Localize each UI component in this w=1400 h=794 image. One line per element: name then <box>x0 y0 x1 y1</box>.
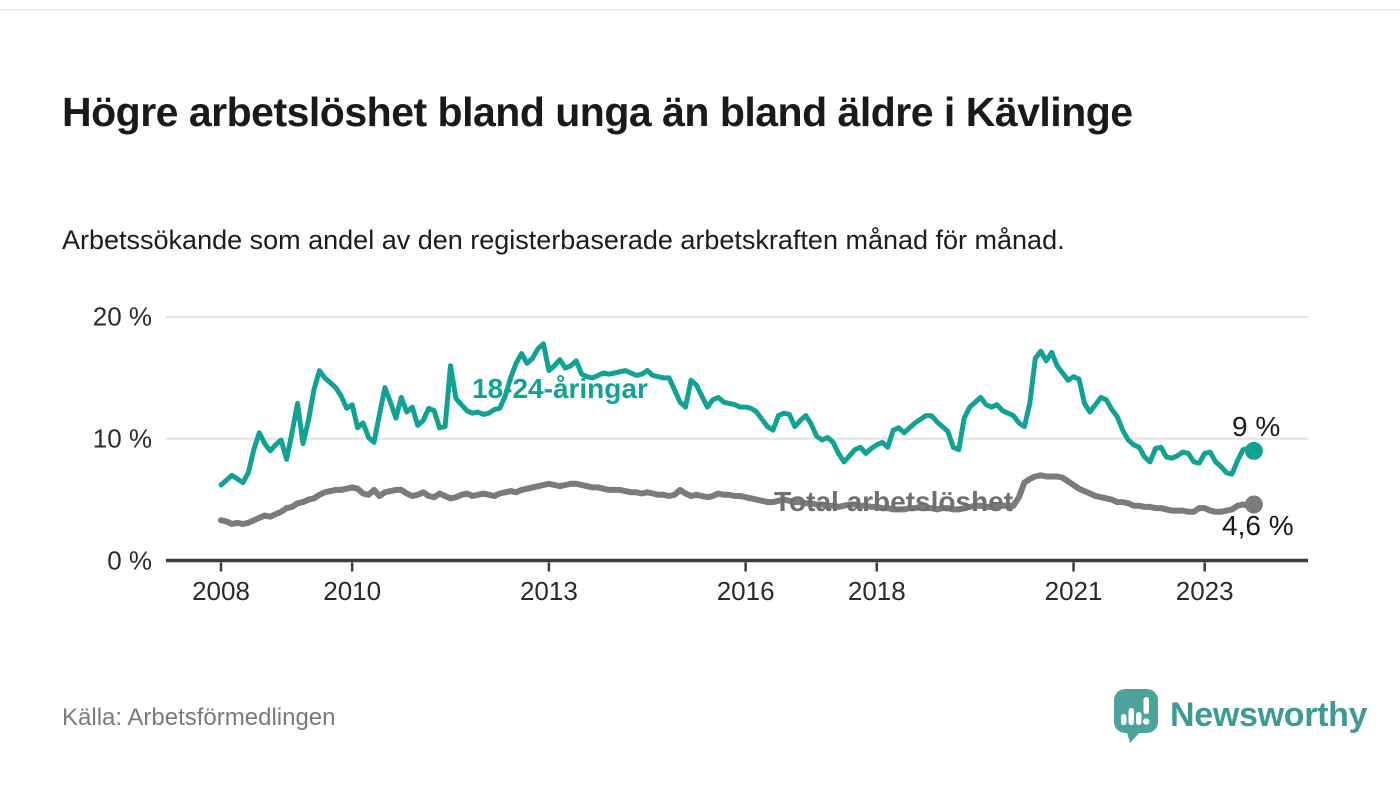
x-tick-label: 2023 <box>1175 576 1234 606</box>
page-subtitle: Arbetssökande som andel av den registerb… <box>62 225 1065 255</box>
newsworthy-logo-icon <box>1114 689 1158 743</box>
end-value-label-total: 4,6 % <box>1222 510 1294 541</box>
series-end-dot <box>1244 441 1263 460</box>
series-label-total: Total arbetslöshet <box>774 486 1014 517</box>
x-tick-label: 2016 <box>716 576 775 606</box>
x-tick-label: 2013 <box>519 576 578 606</box>
source-note: Källa: Arbetsförmedlingen <box>62 704 336 731</box>
y-tick-label: 0 % <box>107 545 152 575</box>
x-tick-label: 2008 <box>192 576 250 606</box>
x-tick-label: 2018 <box>847 576 906 606</box>
series-end-dot <box>1244 495 1263 514</box>
y-tick-label: 10 % <box>92 423 152 454</box>
page-title: Högre arbetslöshet bland unga än bland ä… <box>62 89 1133 136</box>
newsworthy-logo-text: Newsworthy <box>1170 695 1368 734</box>
top-divider <box>0 9 1400 11</box>
x-tick-label: 2021 <box>1044 576 1103 606</box>
series-line <box>218 472 1257 527</box>
x-tick-label: 2010 <box>323 576 382 606</box>
series-label-youth: 18-24-åringar <box>472 373 648 404</box>
y-tick-label: 20 % <box>92 301 152 332</box>
newsworthy-brand: Newsworthy <box>1112 686 1368 744</box>
series-line <box>218 341 1257 488</box>
end-value-label-youth: 9 % <box>1232 411 1281 442</box>
